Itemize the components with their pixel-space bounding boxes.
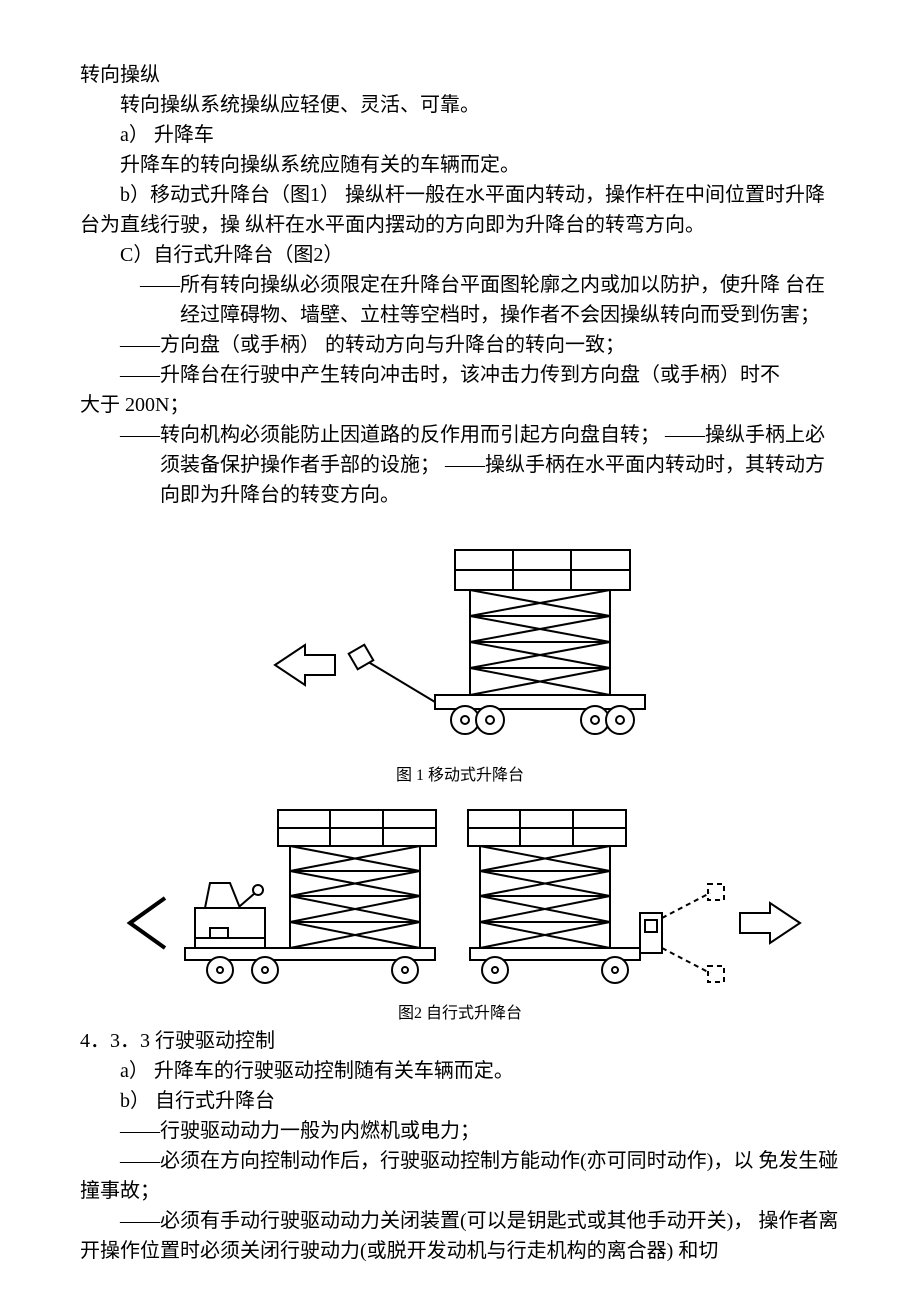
dash-item: ——必须在方向控制动作后，行驶驱动控制方能动作(亦可同时动作)，以 免发生碰撞事… bbox=[80, 1146, 840, 1206]
figure-1-caption: 图 1 移动式升降台 bbox=[80, 764, 840, 788]
item-a-label: a） 升降车 bbox=[80, 120, 840, 150]
item-c-label: C）自行式升降台（图2） bbox=[80, 240, 840, 270]
section-heading: 4．3．3 行驶驱动控制 bbox=[80, 1026, 840, 1056]
section-title: 转向操纵 bbox=[80, 60, 840, 90]
dash-item: ——所有转向操纵必须限定在升降台平面图轮廓之内或加以防护，使升降 台在经过障碍物… bbox=[120, 270, 840, 330]
dash-item: ——升降台在行驶中产生转向冲击时，该冲击力传到方向盘（或手柄）时不 bbox=[80, 360, 840, 390]
dash-item: ——转向机构必须能防止因道路的反作用而引起方向盘自转； ——操纵手柄上必须装备保… bbox=[80, 420, 840, 510]
dash-item: ——必须有手动行驶驱动动力关闭装置(可以是钥匙式或其他手动开关)， 操作者离开操… bbox=[80, 1206, 840, 1266]
dash-item: ——行驶驱动动力一般为内燃机或电力； bbox=[80, 1116, 840, 1146]
para: 转向操纵系统操纵应轻便、灵活、可靠。 bbox=[80, 90, 840, 120]
item-b-text: b）移动式升降台（图1） 操纵杆一般在水平面内转动，操作杆在中间位置时升降台为直… bbox=[80, 180, 840, 240]
item-b: b） 自行式升降台 bbox=[80, 1086, 840, 1116]
item-a-text: 升降车的转向操纵系统应随有关的车辆而定。 bbox=[80, 150, 840, 180]
dash-text: ——方向盘（或手柄） 的转动方向与升降台的转向一致； bbox=[120, 334, 625, 356]
dash-item: ——方向盘（或手柄） 的转动方向与升降台的转向一致； bbox=[80, 330, 840, 360]
item-a: a） 升降车的行驶驱动控制随有关车辆而定。 bbox=[80, 1056, 840, 1086]
figure-2: 图2 自行式升降台 bbox=[80, 798, 840, 1026]
figure-2-caption: 图2 自行式升降台 bbox=[80, 1002, 840, 1026]
figure-2-svg bbox=[110, 798, 810, 998]
figure-1-svg bbox=[240, 530, 680, 760]
dash-item-cont: 大于 200N； bbox=[80, 390, 840, 420]
figure-1: 图 1 移动式升降台 bbox=[80, 530, 840, 788]
